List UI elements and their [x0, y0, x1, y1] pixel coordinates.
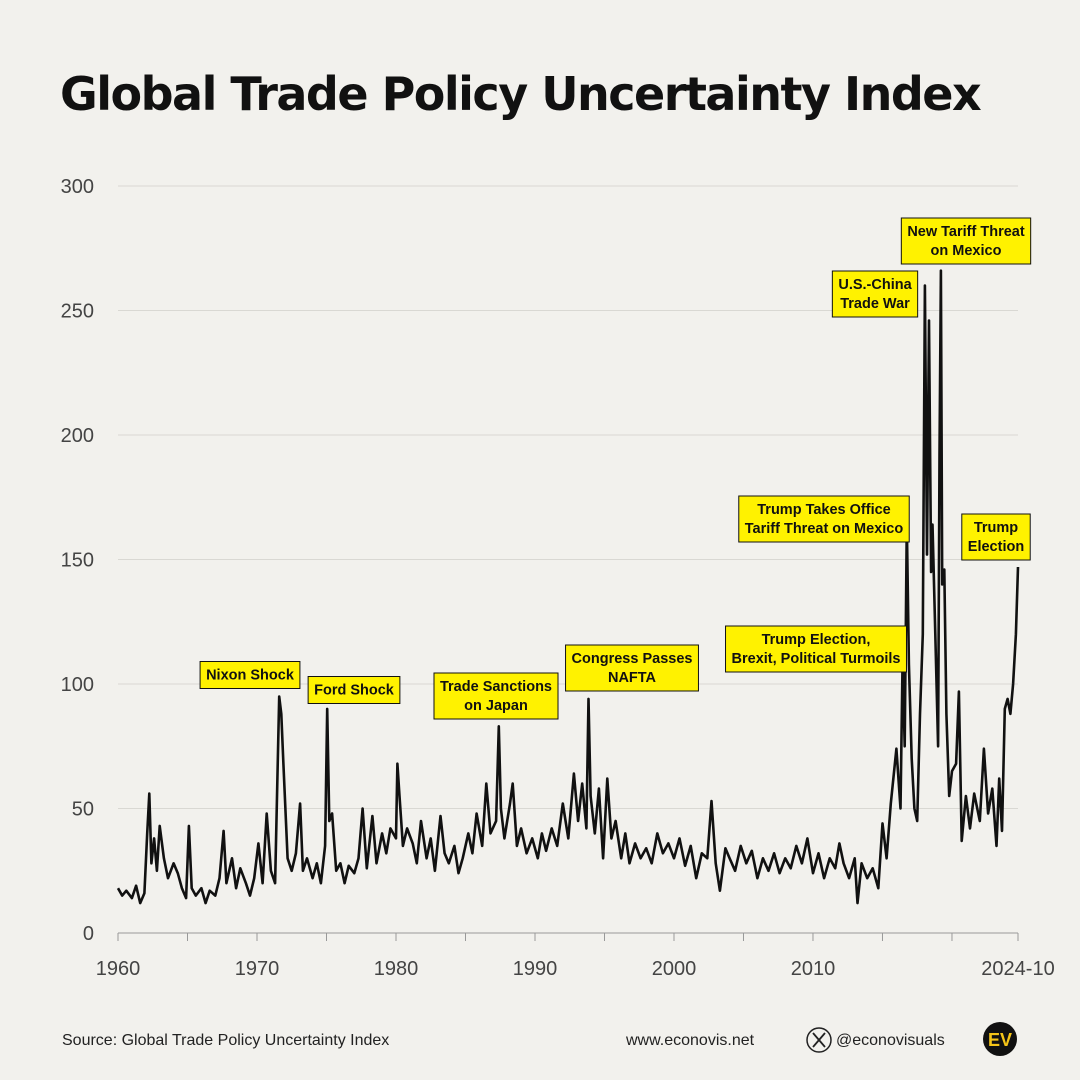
annotation: Trump Election	[961, 513, 1031, 561]
line	[116, 269, 1020, 905]
annotation-box	[900, 217, 1032, 265]
annotation: New Tariff Threat on Mexico	[900, 217, 1032, 265]
annotation: Ford Shock	[307, 676, 401, 704]
annotation-text: Trump Takes Office	[757, 502, 891, 518]
annotation-box	[307, 676, 401, 704]
annotation-box	[433, 672, 559, 720]
annotation-box	[565, 644, 699, 692]
annotation: Trade Sanctions on Japan	[433, 672, 559, 720]
annotation: Congress Passes NAFTA	[565, 644, 699, 692]
annotation-text: NAFTA	[608, 670, 657, 686]
annotation-text: U.S.-China	[838, 277, 912, 293]
annotation-text: New Tariff Threat	[907, 224, 1025, 240]
y-tick-label: 150	[61, 550, 94, 572]
x-tick-label: 2010	[791, 958, 836, 980]
annotation-box	[961, 513, 1031, 561]
x-tick-label: 1980	[374, 958, 419, 980]
x-tick-label: 1990	[513, 958, 558, 980]
annotation-text: on Mexico	[931, 243, 1002, 259]
annotation-text: Ford Shock	[314, 683, 395, 699]
handle: @econovisuals	[836, 1032, 945, 1049]
annotation: Nixon Shock	[199, 661, 301, 689]
y-tick-label: 50	[72, 799, 94, 821]
annotation-box	[738, 495, 910, 543]
chart-title: Global Trade Policy Uncertainty Index	[60, 67, 981, 121]
x-tick-label: 1970	[235, 958, 280, 980]
y-tick-label: 0	[83, 923, 94, 945]
x-tick-label: 1960	[96, 958, 141, 980]
annotation-text: on Japan	[464, 698, 528, 714]
source: Source: Global Trade Policy Uncertainty …	[62, 1032, 389, 1049]
annotation-text: Trade War	[840, 296, 910, 312]
annotation-text: Congress Passes	[572, 651, 693, 667]
annotation: U.S.-China Trade War	[831, 270, 919, 318]
annotation-text: Tariff Threat on Mexico	[745, 521, 904, 537]
y-tick-label: 300	[61, 176, 94, 198]
x-icon-mark	[812, 1032, 826, 1048]
x-icon	[806, 1027, 832, 1053]
annotation-box	[725, 625, 907, 673]
annotation-text: Nixon Shock	[206, 668, 295, 684]
x-tick-label: 2024-10	[981, 958, 1054, 980]
plot: 0 50 100 150 200 250 300 1960 1970 1980 1990 2000 20…	[61, 176, 1055, 980]
annotation: Trump Takes Office Tariff Threat on Mexic…	[738, 495, 910, 543]
annotation-text: Trade Sanctions	[440, 679, 552, 695]
y-tick-label: 200	[61, 425, 94, 447]
annotation-text: Trump Election,	[762, 632, 871, 648]
annotation-text: Election	[968, 539, 1024, 555]
website: www.econovis.net	[625, 1032, 755, 1049]
y-tick-label: 250	[61, 301, 94, 323]
x-tick-label: 2000	[652, 958, 697, 980]
annotation-box	[831, 270, 919, 318]
logo-circle	[983, 1022, 1017, 1056]
annotation-text: Trump	[974, 520, 1018, 536]
logo: EV	[988, 1030, 1012, 1050]
annotation: Trump Election, Brexit, Political Turmoil…	[725, 625, 907, 673]
y-tick-label: 100	[61, 674, 94, 696]
annotation-text: Brexit, Political Turmoils	[732, 651, 901, 667]
annotation-box	[199, 661, 301, 689]
